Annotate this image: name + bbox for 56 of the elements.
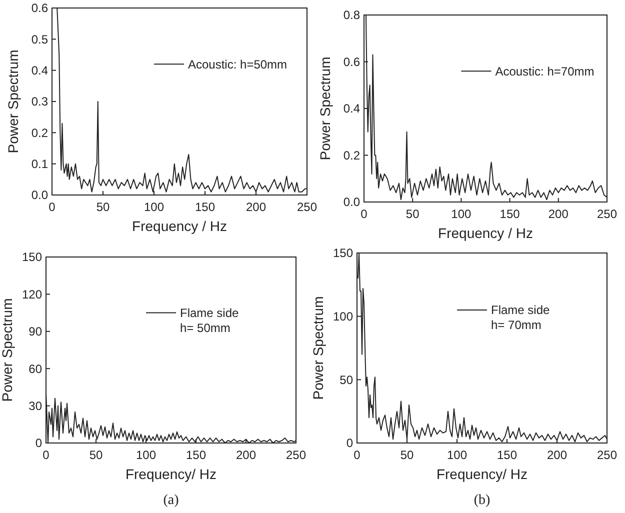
y-tick-label: 100	[332, 310, 354, 324]
x-tick-label: 150	[186, 448, 206, 462]
x-tick-label: 250	[596, 448, 618, 462]
x-tick-label: 50	[406, 207, 420, 221]
x-tick-label: 200	[546, 448, 568, 462]
x-tick-label: 200	[246, 200, 266, 214]
x-tick-label: 50	[96, 200, 110, 214]
y-tick-label: 120	[22, 287, 42, 302]
y-tick-label: 90	[28, 324, 42, 339]
x-tick-label: 250	[296, 200, 318, 214]
legend-label: Flame side h= 70mm	[491, 303, 550, 332]
x-tick-label: 250	[596, 207, 618, 221]
legend-label: Acoustic: h=50mm	[188, 57, 288, 72]
y-tick-label: 150	[332, 246, 354, 260]
y-tick-label: 0.6	[31, 1, 48, 16]
y-tick-label: 60	[28, 362, 42, 376]
x-tick-label: 50	[89, 448, 103, 462]
y-tick-label: 0.2	[31, 126, 48, 140]
y-tick-label: 0	[346, 436, 354, 450]
y-tick-label: 0.1	[31, 157, 48, 172]
x-tick-label: 150	[194, 200, 216, 214]
x-tick-label: 100	[451, 207, 472, 221]
x-tick-label: 100	[136, 448, 156, 462]
y-tick-label: 150	[22, 250, 42, 264]
x-tick-label: 200	[548, 207, 569, 221]
y-axis-title: Power Spectrum	[0, 298, 15, 402]
x-axis-title: Frequency/ Hz	[436, 466, 528, 482]
legend-label: Flame side h= 50mm	[180, 306, 240, 335]
x-tick-label: 250	[286, 448, 306, 462]
x-axis-title: Frequency / Hz	[132, 218, 227, 234]
y-tick-label: 0.4	[343, 102, 360, 116]
y-tick-label: 30	[28, 399, 42, 413]
y-tick-label: 0.0	[343, 195, 360, 210]
text: (b)	[474, 493, 490, 508]
x-axis-title: Frequency/ Hz	[125, 466, 217, 482]
y-tick-label: 0.0	[31, 188, 48, 202]
x-tick-label: 100	[144, 200, 164, 214]
x-tick-label: 50	[400, 448, 414, 462]
y-tick-label: 0.4	[31, 64, 48, 78]
y-tick-label: 0.5	[31, 32, 48, 46]
y-tick-label: 0.2	[343, 148, 360, 162]
x-tick-label: 100	[446, 448, 468, 462]
y-tick-label: 0.3	[31, 94, 48, 109]
x-tick-label: 150	[496, 448, 518, 462]
y-axis-title: Power Spectrum	[5, 50, 21, 154]
y-axis-title: Power Spectrum	[317, 56, 333, 160]
y-tick-label: 50	[340, 372, 354, 387]
x-tick-label: 200	[236, 448, 256, 462]
x-axis-title: Frequency / Hz	[438, 225, 533, 241]
y-axis-title: Power Spectrum	[310, 296, 326, 400]
x-tick-label: 150	[500, 207, 520, 221]
text: (a)	[163, 493, 180, 508]
y-tick-label: 0.6	[343, 54, 360, 69]
y-tick-label: 0	[35, 436, 42, 450]
legend-label: Acoustic: h=70mm	[495, 64, 594, 78]
y-tick-label: 0.8	[343, 8, 360, 22]
